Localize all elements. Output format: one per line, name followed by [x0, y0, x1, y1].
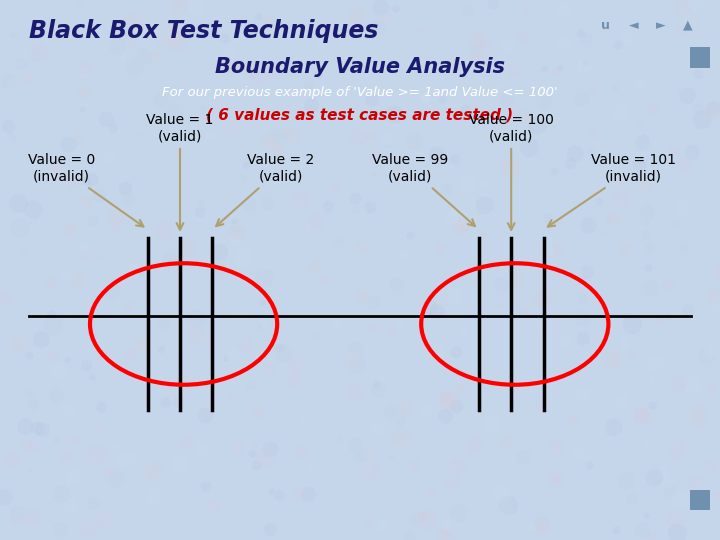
Text: Value = 2
(valid): Value = 2 (valid) [216, 153, 315, 226]
Text: Black Box Test Techniques: Black Box Test Techniques [29, 19, 378, 43]
Text: ►: ► [656, 19, 665, 32]
Text: ◄: ◄ [629, 19, 638, 32]
Text: u: u [601, 19, 610, 32]
Text: Value = 0
(invalid): Value = 0 (invalid) [27, 153, 143, 227]
Text: Value = 1
(valid): Value = 1 (valid) [146, 113, 214, 230]
Text: Value = 101
(invalid): Value = 101 (invalid) [548, 153, 676, 227]
Text: Value = 100
(valid): Value = 100 (valid) [469, 113, 554, 230]
Text: Value = 99
(valid): Value = 99 (valid) [372, 153, 475, 226]
Text: For our previous example of 'Value >= 1and Value <= 100': For our previous example of 'Value >= 1a… [162, 86, 558, 99]
Text: Boundary Value Analysis: Boundary Value Analysis [215, 57, 505, 77]
Bar [690, 490, 710, 510]
Bar [690, 47, 710, 68]
Text: ▲: ▲ [683, 19, 693, 32]
Text: ( 6 values as test cases are tested ): ( 6 values as test cases are tested ) [207, 108, 513, 123]
